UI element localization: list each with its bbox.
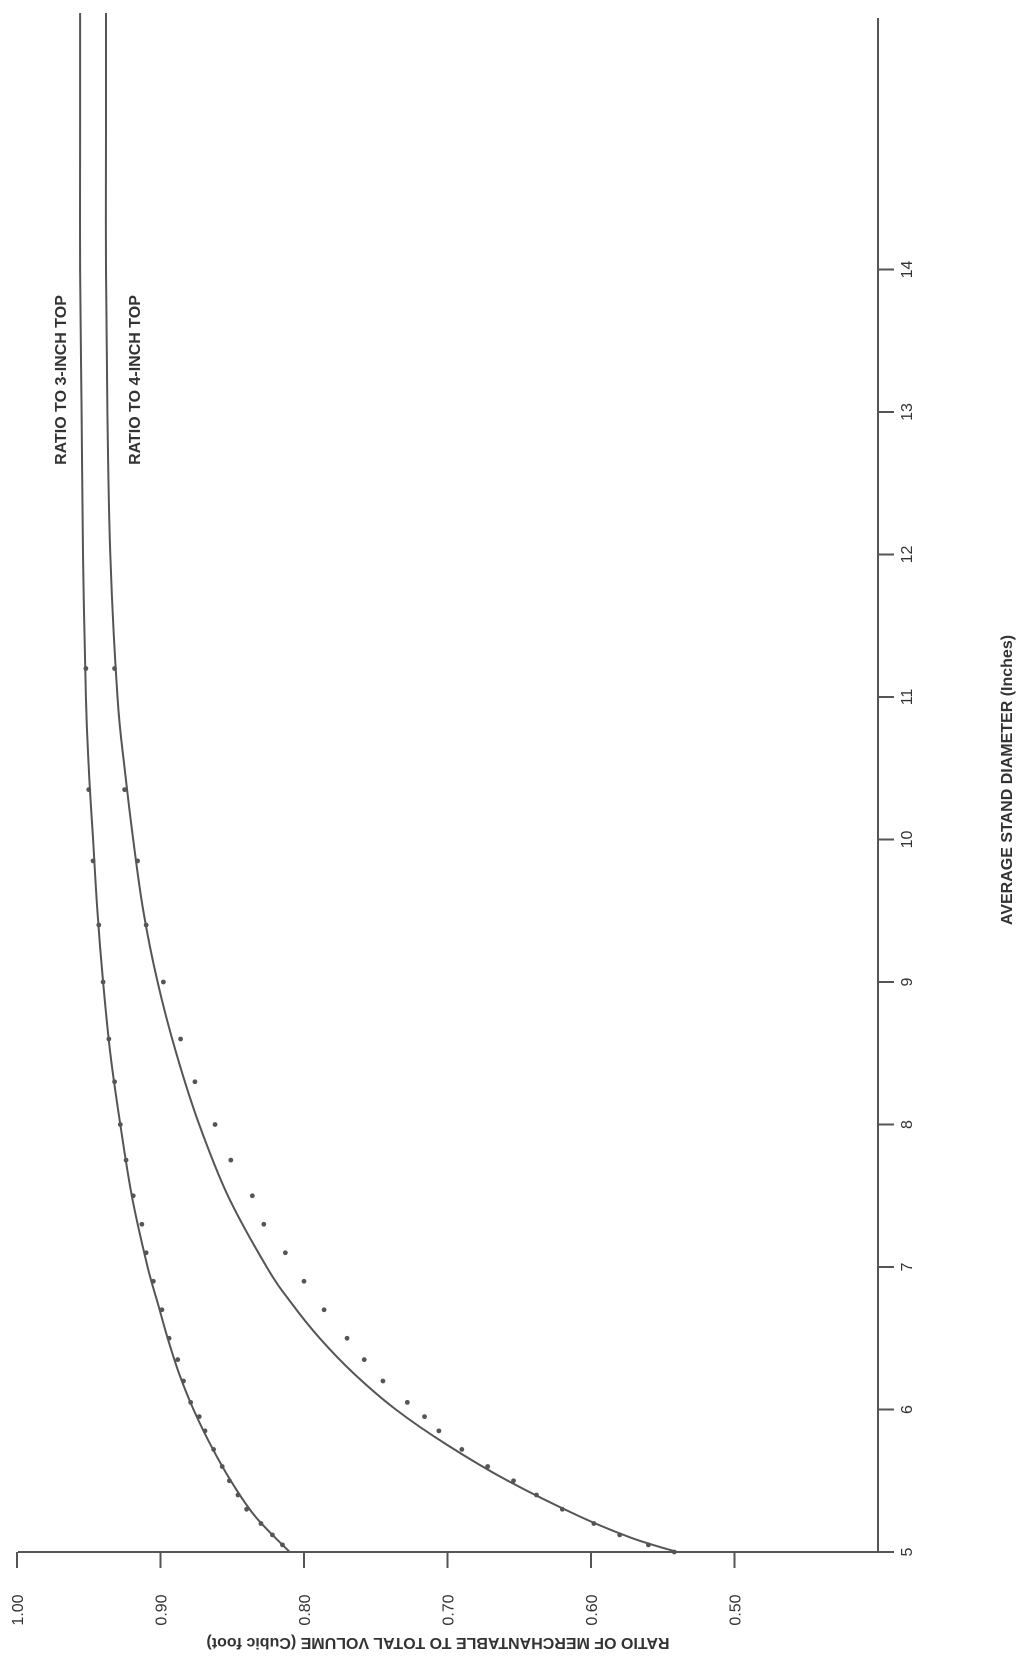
- series-point-1: [459, 1447, 465, 1452]
- series-point-0: [159, 1307, 165, 1313]
- series-point-1: [112, 666, 117, 671]
- y-tick-label: 0.90: [154, 1594, 171, 1625]
- series-point-0: [90, 858, 96, 864]
- series-point-1: [249, 1193, 255, 1199]
- series-point-0: [130, 1193, 136, 1199]
- series-point-0: [258, 1521, 264, 1526]
- x-tick-label: 6: [899, 1405, 916, 1414]
- series-point-1: [143, 922, 149, 928]
- series-point-0: [202, 1428, 208, 1434]
- series-point-1: [404, 1399, 410, 1405]
- y-tick-label: 1.00: [10, 1594, 27, 1625]
- x-tick-label: 13: [899, 403, 916, 421]
- series-point-1: [671, 1549, 677, 1555]
- series-label-3-inch-top: RATIO TO 3-INCH TOP: [53, 295, 70, 465]
- series-point-0: [100, 979, 106, 985]
- series-point-0: [226, 1478, 232, 1484]
- series-point-1: [301, 1278, 307, 1284]
- series-point-1: [534, 1492, 539, 1498]
- ticks-layer: 567891011121314161.000.900.800.700.600.5…: [10, 261, 916, 1626]
- series-point-0: [181, 1378, 186, 1384]
- series-point-1: [617, 1532, 623, 1538]
- series-point-1: [178, 1036, 183, 1042]
- y-axis-title: RATIO OF MERCHANTABLE TO TOTAL VOLUME (C…: [206, 1634, 669, 1651]
- series-point-0: [143, 1250, 149, 1256]
- series-point-1: [380, 1378, 386, 1384]
- series-point-1: [559, 1506, 565, 1512]
- series-layer: [79, 13, 678, 1555]
- x-tick-label: 12: [899, 546, 916, 564]
- series-point-1: [511, 1478, 516, 1484]
- series-point-1: [591, 1521, 597, 1526]
- series-point-0: [83, 666, 89, 671]
- axes-layer: [18, 18, 879, 1553]
- series-point-0: [280, 1542, 285, 1548]
- series-point-0: [86, 787, 92, 793]
- series-point-1: [282, 1250, 288, 1256]
- x-axis-title: AVERAGE STAND DIAMETER (Inches): [999, 635, 1016, 925]
- x-tick-label: 8: [899, 1120, 916, 1129]
- series-point-1: [485, 1464, 491, 1469]
- x-tick-label: 5: [899, 1547, 916, 1556]
- series-point-1: [228, 1157, 234, 1163]
- series-point-1: [212, 1122, 218, 1127]
- series-point-1: [261, 1221, 267, 1227]
- y-tick-label: 0.50: [728, 1594, 745, 1625]
- labels-layer: AVERAGE STAND DIAMETER (Inches) RATIO OF…: [53, 295, 1016, 1651]
- series-point-1: [361, 1357, 367, 1363]
- x-tick-label: 11: [899, 689, 916, 706]
- series-point-1: [160, 979, 166, 985]
- series-point-1: [122, 787, 128, 793]
- series-point-0: [175, 1357, 181, 1363]
- series-point-0: [150, 1278, 156, 1284]
- series-point-1: [135, 858, 140, 864]
- series-point-0: [106, 1036, 112, 1042]
- series-point-0: [96, 922, 102, 928]
- series-point-0: [219, 1464, 225, 1469]
- series-point-0: [112, 1079, 117, 1085]
- series-point-1: [321, 1307, 327, 1313]
- series-point-0: [270, 1532, 275, 1538]
- series-point-0: [235, 1492, 241, 1498]
- series-point-0: [139, 1221, 145, 1227]
- series-point-0: [117, 1122, 123, 1127]
- y-tick-label: 0.60: [584, 1594, 601, 1625]
- series-point-0: [196, 1414, 202, 1420]
- series-point-1: [344, 1335, 350, 1341]
- series-label-4-inch-top: RATIO TO 4-INCH TOP: [127, 295, 144, 465]
- series-point-1: [192, 1079, 198, 1085]
- series-line-0: [79, 13, 291, 1553]
- series-point-0: [244, 1506, 250, 1512]
- x-tick-label: 10: [899, 831, 916, 849]
- x-tick-label: 14: [899, 261, 916, 279]
- series-point-1: [646, 1542, 651, 1548]
- x-tick-label: 7: [899, 1262, 916, 1271]
- x-tick-label: 9: [899, 977, 916, 986]
- series-point-0: [166, 1335, 172, 1341]
- series-line-1: [104, 13, 678, 1553]
- series-point-1: [436, 1428, 442, 1434]
- series-point-0: [211, 1447, 216, 1452]
- y-tick-label: 0.80: [297, 1594, 314, 1625]
- series-point-0: [123, 1157, 129, 1163]
- series-point-0: [188, 1399, 194, 1405]
- series-point-1: [422, 1414, 427, 1420]
- y-tick-label: 0.70: [441, 1594, 458, 1625]
